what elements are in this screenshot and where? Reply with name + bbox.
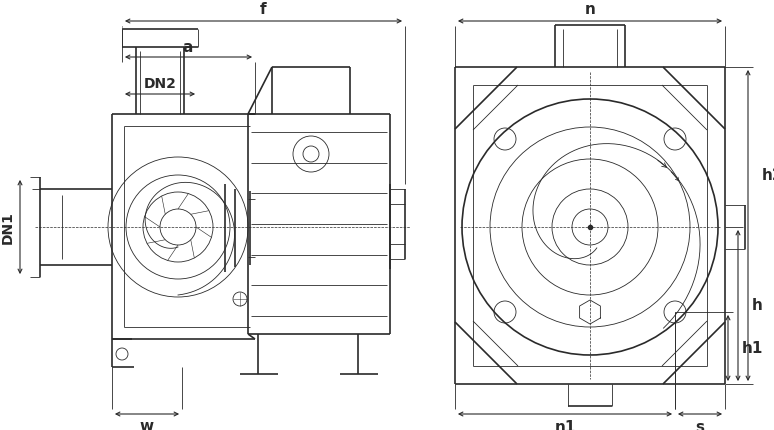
Text: a: a [183, 40, 194, 55]
Text: h2: h2 [762, 168, 774, 183]
Text: n: n [584, 3, 595, 18]
Text: n1: n1 [554, 420, 576, 430]
Text: h: h [752, 298, 763, 313]
Text: w: w [140, 418, 154, 430]
Text: s: s [696, 420, 704, 430]
Text: DN2: DN2 [143, 77, 176, 91]
Text: h1: h1 [742, 341, 763, 356]
Text: DN1: DN1 [1, 211, 15, 244]
Text: f: f [260, 3, 266, 18]
